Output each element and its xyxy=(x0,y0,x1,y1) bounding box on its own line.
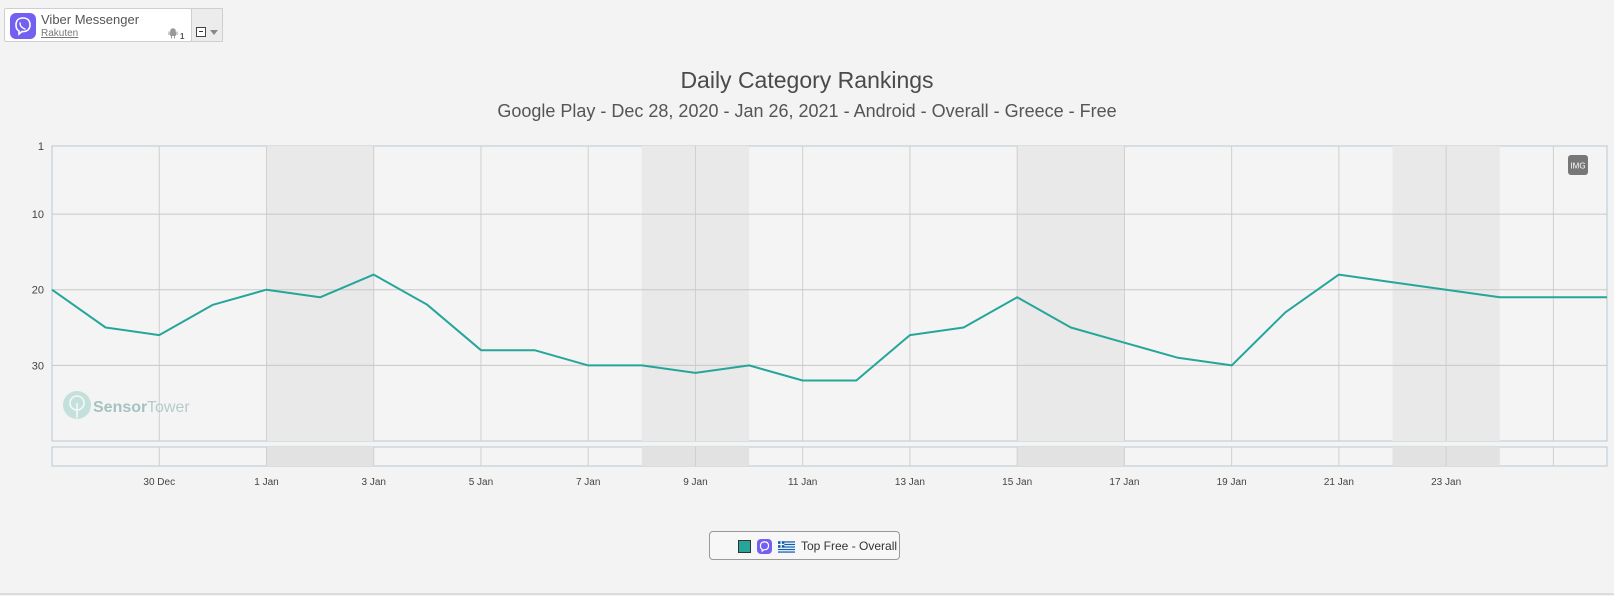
legend-label: Top Free - Overall xyxy=(801,539,898,553)
divider xyxy=(0,593,1614,595)
x-tick-label: 21 Jan xyxy=(1324,477,1354,488)
weekend-band xyxy=(266,146,374,441)
x-tick-label: 5 Jan xyxy=(469,477,493,488)
chevron-down-icon[interactable] xyxy=(210,30,218,35)
export-label: IMG xyxy=(1570,162,1585,171)
x-tick-label: 3 Jan xyxy=(361,477,385,488)
card-controls xyxy=(191,8,223,42)
publisher-link[interactable]: Rakuten xyxy=(41,28,79,39)
watermark-text-a: Sensor xyxy=(93,399,147,416)
x-tick-label: 13 Jan xyxy=(895,477,925,488)
device-count: 1 xyxy=(180,32,185,41)
x-tick-label: 7 Jan xyxy=(576,477,600,488)
chart-title: Daily Category Rankings xyxy=(680,67,934,93)
x-tick-label: 11 Jan xyxy=(788,477,817,488)
x-tick-label: 30 Dec xyxy=(143,477,175,488)
export-image-button[interactable]: IMG xyxy=(1568,155,1588,175)
greece-flag-icon xyxy=(778,541,795,553)
navigator-weekend-band xyxy=(1017,447,1125,466)
y-tick-label: 10 xyxy=(32,209,44,221)
weekend-band xyxy=(1017,146,1125,441)
x-tick-label: 15 Jan xyxy=(1002,477,1032,488)
x-tick-label: 23 Jan xyxy=(1431,477,1461,488)
navigator-weekend-band xyxy=(266,447,374,466)
x-tick-label: 9 Jan xyxy=(683,477,707,488)
series-line-top-free xyxy=(51,273,1607,382)
legend-item[interactable]: Top Free - Overall xyxy=(709,531,900,560)
series-color-swatch xyxy=(738,540,751,553)
x-tick-label: 17 Jan xyxy=(1109,477,1139,488)
sensortower-watermark: Sensor Tower xyxy=(63,391,190,419)
android-icon xyxy=(168,28,178,39)
collapse-button[interactable] xyxy=(196,27,206,37)
x-tick-label: 19 Jan xyxy=(1217,477,1247,488)
y-tick-label: 20 xyxy=(32,285,44,297)
viber-icon xyxy=(757,539,772,554)
navigator-frame xyxy=(51,446,1608,467)
viber-icon xyxy=(10,13,36,39)
app-name: Viber Messenger xyxy=(41,12,140,27)
app-card[interactable]: Viber Messenger Rakuten 1 xyxy=(4,8,192,42)
y-tick-label: 30 xyxy=(32,360,44,372)
chart-subtitle: Google Play - Dec 28, 2020 - Jan 26, 202… xyxy=(497,101,1117,121)
watermark-text-b: Tower xyxy=(147,399,190,416)
x-tick-label: 1 Jan xyxy=(254,477,278,488)
y-tick-label: 1 xyxy=(38,141,44,153)
